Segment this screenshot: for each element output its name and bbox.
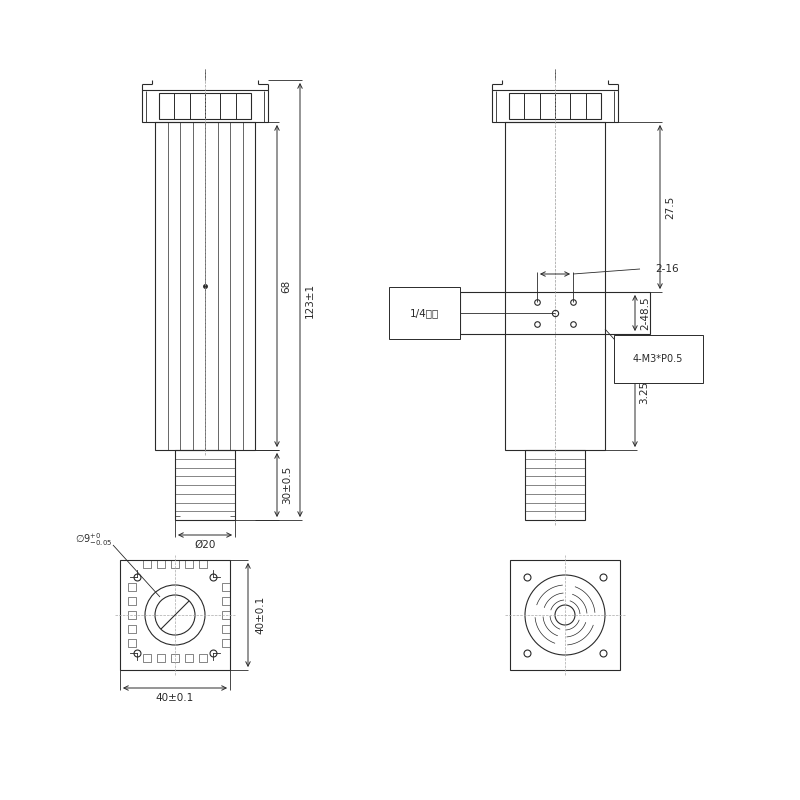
Bar (199, 654, 207, 662)
Bar (155, 122, 255, 450)
Text: 1/4英制: 1/4英制 (410, 308, 439, 318)
Text: 27.5: 27.5 (665, 195, 675, 218)
Bar (128, 639, 136, 647)
Bar (222, 625, 230, 633)
Text: 30±0.5: 30±0.5 (282, 466, 292, 504)
Text: 123±1: 123±1 (305, 282, 315, 318)
Bar (222, 611, 230, 619)
Text: 68: 68 (281, 279, 291, 293)
Bar (460, 292, 650, 334)
Bar (510, 560, 620, 670)
Bar (128, 583, 136, 591)
Bar (171, 654, 179, 662)
Bar (157, 654, 165, 662)
Bar (525, 450, 585, 520)
Bar (159, 93, 251, 119)
Text: 40±0.1: 40±0.1 (255, 596, 265, 634)
Bar (175, 450, 235, 520)
Bar (157, 560, 165, 568)
Text: 3.25: 3.25 (639, 380, 649, 404)
Bar (199, 560, 207, 568)
Bar (128, 625, 136, 633)
Bar (128, 611, 136, 619)
Bar (222, 583, 230, 591)
Bar (128, 597, 136, 605)
Bar (185, 654, 193, 662)
Bar (185, 560, 193, 568)
Text: 2-16: 2-16 (655, 264, 678, 274)
Bar (492, 90, 618, 122)
Bar (222, 597, 230, 605)
Bar (171, 560, 179, 568)
Text: 2-48.5: 2-48.5 (640, 296, 650, 330)
Bar (222, 639, 230, 647)
Bar (142, 90, 268, 122)
Text: 4-M3*P0.5: 4-M3*P0.5 (633, 354, 683, 364)
Text: $\varnothing$9$^{+0}_{-0.05}$: $\varnothing$9$^{+0}_{-0.05}$ (75, 532, 112, 549)
Text: 40±0.1: 40±0.1 (156, 693, 194, 703)
Bar (143, 560, 151, 568)
Text: Ø20: Ø20 (194, 540, 216, 550)
Bar (143, 654, 151, 662)
Bar (120, 560, 230, 670)
Bar (505, 122, 605, 450)
Bar (509, 93, 601, 119)
